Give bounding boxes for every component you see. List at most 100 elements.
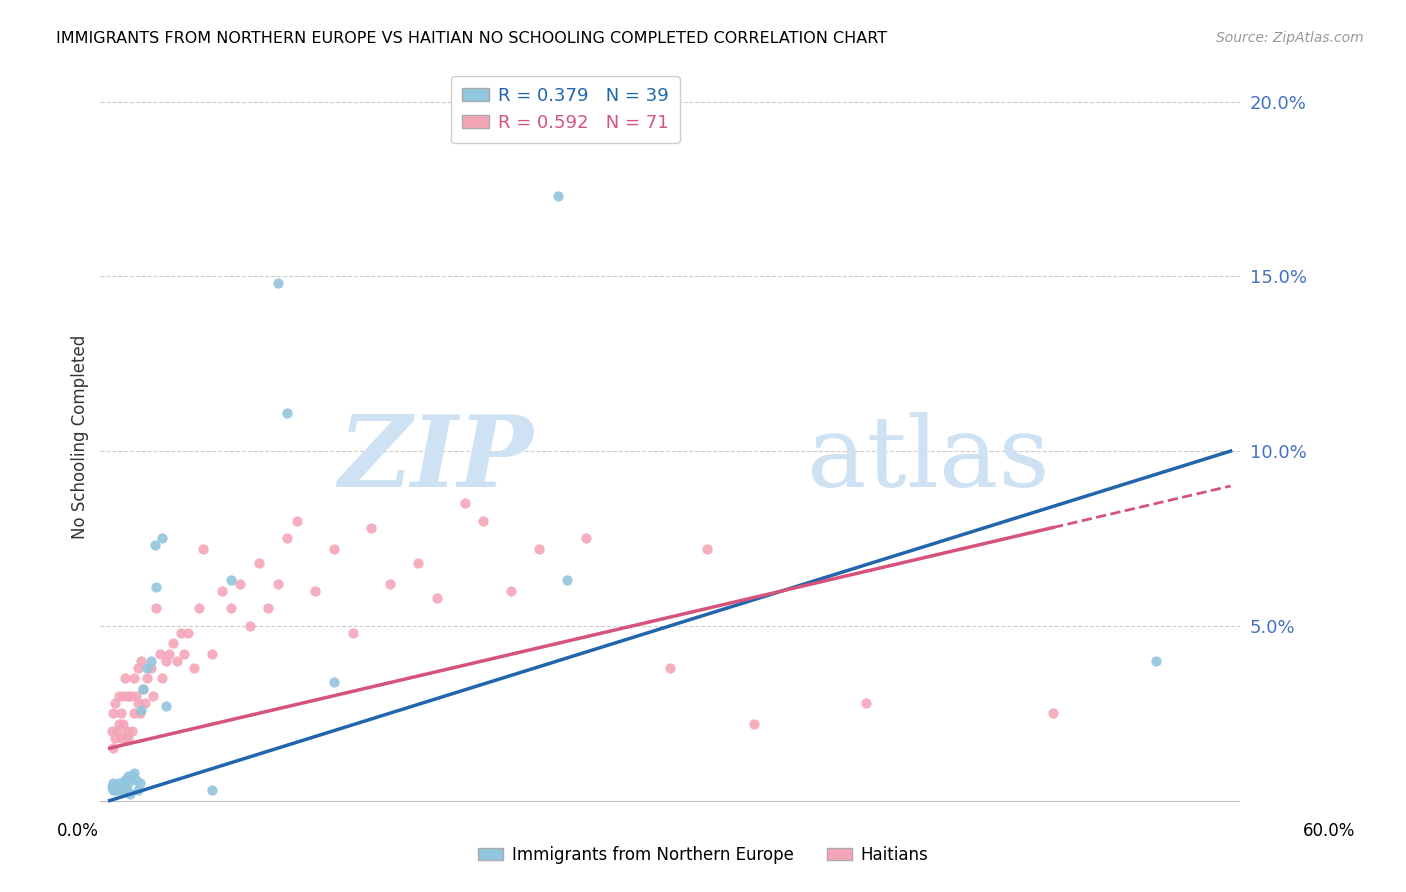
Point (360, 521, 382, 535)
Point (125, 689, 148, 703)
Point (453, 496, 475, 510)
Point (177, 625, 200, 640)
Point (131, 654, 153, 668)
Point (134, 696, 156, 710)
Point (547, 189, 569, 203)
Point (114, 731, 136, 745)
Point (108, 780, 131, 794)
Point (127, 661, 149, 675)
Point (111, 689, 134, 703)
Point (406, 556, 429, 570)
Point (115, 783, 138, 797)
Point (121, 769, 143, 783)
Point (219, 574, 242, 588)
Legend: R = 0.379   N = 39, R = 0.592   N = 71: R = 0.379 N = 39, R = 0.592 N = 71 (451, 76, 679, 143)
Point (110, 706, 132, 721)
Text: 0.0%: 0.0% (56, 822, 98, 840)
Point (117, 731, 139, 745)
Point (1144, 654, 1167, 668)
Point (117, 776, 139, 790)
Point (304, 583, 326, 598)
Point (170, 625, 193, 640)
Point (128, 776, 150, 790)
Point (127, 696, 149, 710)
Point (150, 671, 173, 685)
Point (108, 689, 131, 703)
Point (103, 741, 125, 756)
Point (575, 532, 598, 546)
Point (142, 689, 165, 703)
Point (426, 591, 449, 605)
Point (132, 681, 155, 696)
Point (105, 780, 128, 794)
Point (100, 780, 122, 794)
Point (155, 654, 177, 668)
Legend: Immigrants from Northern Europe, Haitians: Immigrants from Northern Europe, Haitian… (471, 839, 935, 871)
Point (115, 689, 138, 703)
Point (267, 277, 290, 291)
Point (111, 776, 134, 790)
Point (136, 671, 159, 685)
Point (108, 716, 131, 731)
Text: IMMIGRANTS FROM NORTHERN EUROPE VS HAITIAN NO SCHOOLING COMPLETED CORRELATION CH: IMMIGRANTS FROM NORTHERN EUROPE VS HAITI… (56, 31, 887, 46)
Point (132, 681, 155, 696)
Text: Source: ZipAtlas.com: Source: ZipAtlas.com (1216, 31, 1364, 45)
Point (122, 671, 145, 685)
Point (149, 647, 172, 661)
Point (145, 580, 167, 594)
Point (111, 780, 134, 794)
Point (103, 783, 125, 797)
Point (501, 583, 523, 598)
Point (120, 689, 142, 703)
Point (122, 706, 145, 721)
Point (322, 541, 344, 556)
Point (267, 577, 290, 591)
Point (131, 703, 153, 717)
Text: 60.0%: 60.0% (1302, 822, 1355, 840)
Point (1042, 706, 1064, 721)
Point (472, 514, 495, 528)
Text: atlas: atlas (807, 412, 1050, 508)
Point (139, 661, 162, 675)
Point (104, 780, 127, 794)
Point (108, 776, 131, 790)
Point (173, 647, 195, 661)
Point (659, 661, 682, 675)
Point (322, 674, 344, 689)
Point (103, 706, 125, 721)
Point (115, 723, 138, 738)
Point (276, 406, 298, 420)
Point (103, 776, 125, 790)
Point (121, 723, 143, 738)
Point (122, 765, 145, 780)
Point (239, 619, 262, 633)
Point (247, 556, 270, 570)
Point (557, 574, 579, 588)
Point (257, 601, 280, 615)
Point (159, 647, 181, 661)
Point (125, 772, 148, 787)
Point (143, 538, 166, 552)
Point (104, 731, 127, 745)
Text: ZIP: ZIP (339, 411, 533, 508)
Point (110, 783, 132, 797)
Point (110, 780, 132, 794)
Point (105, 723, 128, 738)
Point (145, 601, 167, 615)
Point (128, 706, 150, 721)
Point (100, 723, 122, 738)
Point (276, 532, 298, 546)
Point (183, 661, 205, 675)
Point (285, 514, 308, 528)
Point (378, 577, 401, 591)
Point (105, 783, 128, 797)
Point (136, 661, 159, 675)
Point (855, 696, 877, 710)
Point (111, 716, 134, 731)
Point (162, 636, 184, 650)
Point (219, 601, 242, 615)
Point (117, 769, 139, 783)
Point (104, 696, 127, 710)
Point (104, 783, 127, 797)
Y-axis label: No Schooling Completed: No Schooling Completed (72, 335, 89, 539)
